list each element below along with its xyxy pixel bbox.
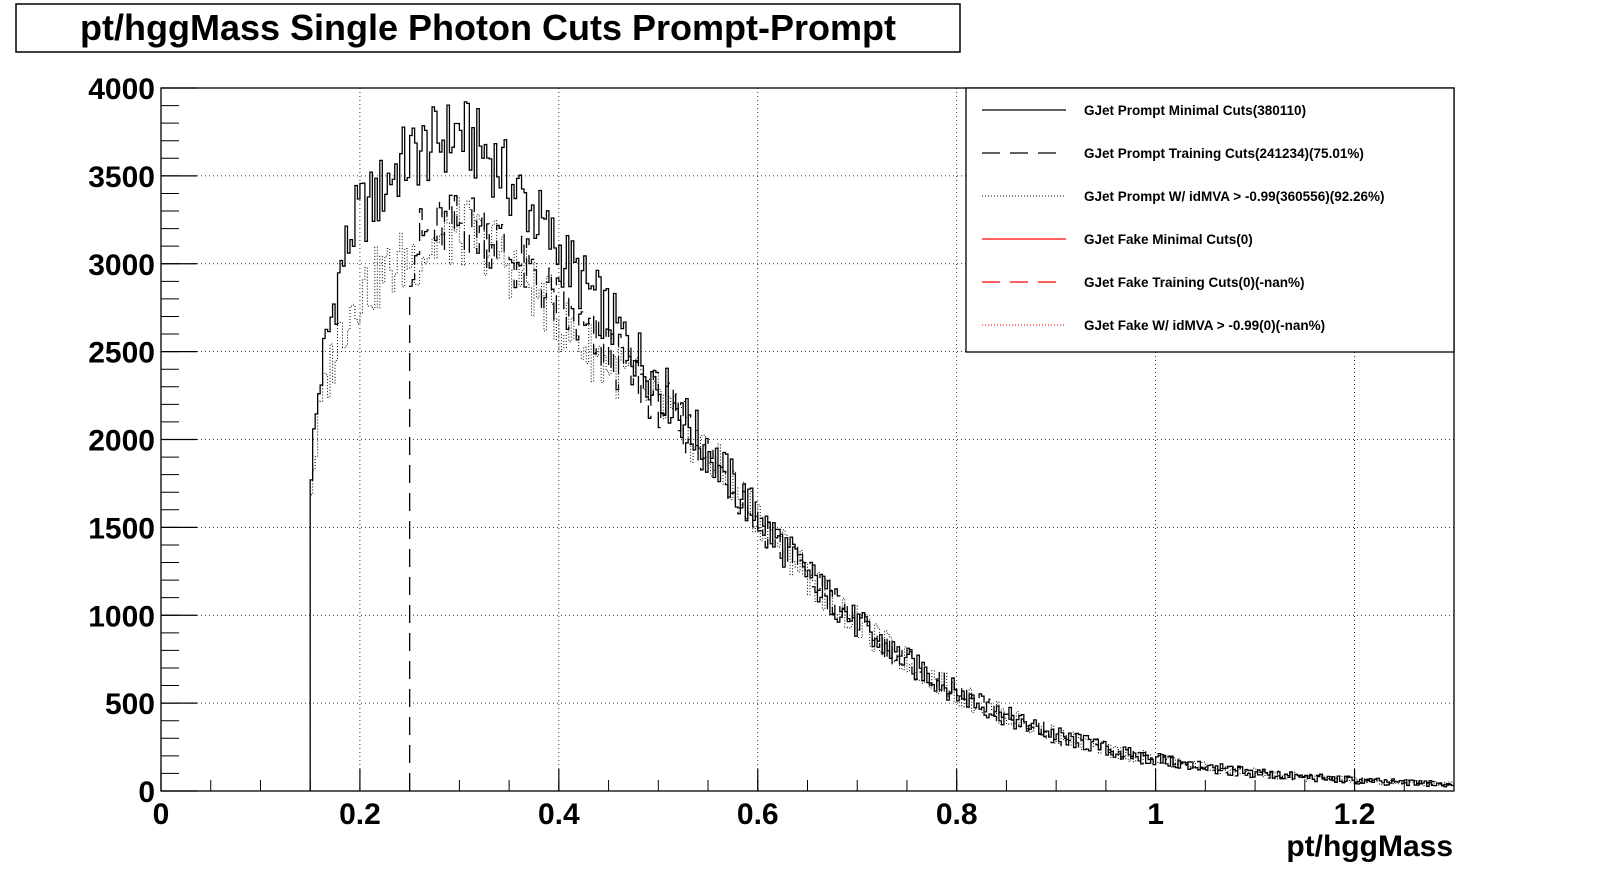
axes <box>160 87 1455 792</box>
x-axis-title: pt/hggMass <box>1286 830 1453 863</box>
y-tick-label: 3000 <box>88 249 155 282</box>
x-tick-label: 1 <box>1147 798 1164 831</box>
y-tick-label: 500 <box>105 688 155 721</box>
x-tick-label: 1.2 <box>1334 798 1376 831</box>
legend-label-1: GJet Prompt Training Cuts(241234)(75.01%… <box>1084 146 1364 161</box>
title-frame <box>15 3 961 53</box>
y-tick-labels: 0 500 1000 1500 2000 2500 3000 3500 4000 <box>88 73 155 809</box>
x-tick-labels: 0 0.2 0.4 0.6 0.8 1 1.2 <box>153 798 1376 831</box>
legend: GJet Prompt Minimal Cuts(380110) GJet Pro… <box>965 87 1455 353</box>
legend-frame <box>965 87 1455 353</box>
legend-label-0: GJet Prompt Minimal Cuts(380110) <box>1084 103 1306 118</box>
y-tick-label: 2000 <box>88 425 155 458</box>
x-tick-label: 0.8 <box>936 798 978 831</box>
y-tick-label: 2500 <box>88 337 155 370</box>
legend-label-4: GJet Fake Training Cuts(0)(-nan%) <box>1084 275 1305 290</box>
chart-title: pt/hggMass Single Photon Cuts Prompt-Pro… <box>80 7 896 48</box>
legend-label-3: GJet Fake Minimal Cuts(0) <box>1084 232 1253 247</box>
y-tick-label: 1500 <box>88 512 155 545</box>
y-tick-label: 0 <box>138 776 155 809</box>
legend-label-5: GJet Fake W/ idMVA > -0.99(0)(-nan%) <box>1084 318 1325 333</box>
x-tick-label: 0.2 <box>339 798 381 831</box>
y-tick-label: 3500 <box>88 161 155 194</box>
title-box: pt/hggMass Single Photon Cuts Prompt-Pro… <box>15 3 961 53</box>
legend-entries: GJet Prompt Minimal Cuts(380110) GJet Pro… <box>982 103 1384 333</box>
y-tick-label: 1000 <box>88 600 155 633</box>
x-tick-label: 0.6 <box>737 798 779 831</box>
x-tick-label: 0 <box>153 798 170 831</box>
legend-label-2: GJet Prompt W/ idMVA > -0.99(360556)(92.… <box>1084 189 1384 204</box>
x-tick-label: 0.4 <box>538 798 580 831</box>
series-layer <box>309 101 1454 791</box>
y-tick-label: 4000 <box>88 73 155 106</box>
